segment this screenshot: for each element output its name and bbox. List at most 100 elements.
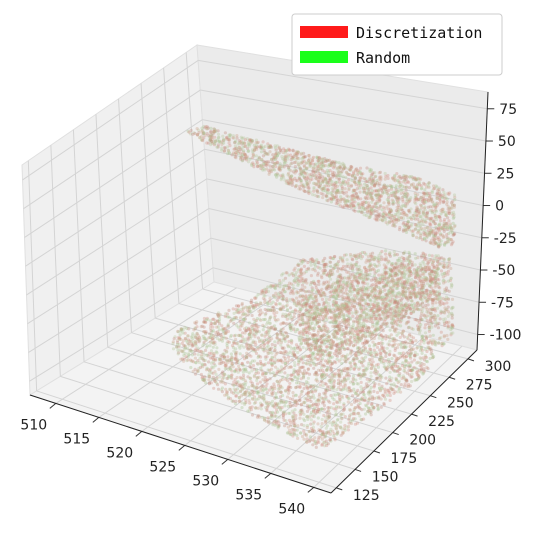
cloud-point [268, 371, 272, 375]
cloud-point [302, 188, 306, 192]
cloud-point [423, 218, 427, 222]
cloud-point [377, 336, 381, 340]
cloud-point [207, 378, 211, 382]
cloud-point [403, 195, 407, 199]
cloud-point [339, 204, 343, 208]
cloud-point [413, 200, 417, 204]
cloud-point [433, 324, 437, 328]
cloud-point [339, 166, 343, 170]
cloud-point [202, 325, 206, 329]
cloud-point [419, 323, 423, 327]
cloud-point [325, 190, 329, 194]
cloud-point [281, 393, 285, 398]
cloud-point [445, 226, 449, 230]
cloud-point [338, 398, 342, 402]
cloud-point [251, 392, 255, 396]
cloud-point [247, 385, 251, 389]
cloud-point [285, 376, 289, 380]
cloud-point [415, 214, 419, 218]
cloud-point [448, 237, 452, 241]
cloud-point [367, 344, 372, 348]
cloud-point [238, 319, 242, 324]
cloud-point [394, 194, 398, 198]
cloud-point [223, 149, 227, 153]
cloud-point [371, 205, 375, 209]
cloud-point [337, 260, 341, 264]
cloud-point [415, 187, 419, 191]
cloud-point [428, 334, 432, 338]
cloud-point [211, 345, 215, 349]
cloud-point [310, 159, 314, 163]
cloud-point [345, 203, 349, 207]
cloud-point [380, 218, 384, 222]
cloud-point [293, 176, 297, 180]
cloud-point [371, 178, 375, 182]
cloud-point [272, 382, 276, 386]
cloud-point [212, 353, 216, 358]
cloud-point [331, 175, 335, 179]
cloud-point [296, 328, 300, 332]
cloud-point [365, 184, 369, 188]
cloud-point [374, 193, 378, 197]
cloud-point [404, 354, 408, 358]
cloud-point [353, 176, 357, 181]
cloud-point [345, 204, 350, 208]
cloud-point [228, 133, 232, 137]
cloud-point [426, 367, 430, 371]
cloud-point [356, 195, 360, 199]
cloud-point [289, 169, 293, 173]
cloud-point [341, 190, 345, 194]
cloud-point [356, 203, 360, 207]
cloud-point [317, 156, 321, 160]
cloud-point [447, 240, 451, 244]
cloud-point [322, 184, 326, 188]
cloud-point [382, 187, 386, 191]
cloud-point [279, 167, 283, 171]
cloud-point [393, 215, 397, 219]
cloud-point [200, 129, 204, 133]
cloud-point [281, 157, 285, 161]
cloud-point [372, 179, 376, 183]
cloud-point [274, 148, 278, 152]
cloud-point [289, 306, 293, 310]
cloud-point [199, 325, 203, 329]
cloud-point [230, 318, 234, 322]
cloud-point [193, 356, 197, 360]
cloud-point [335, 418, 339, 422]
cloud-point [315, 385, 319, 389]
cloud-point [448, 207, 452, 211]
grid-lines [22, 52, 488, 489]
cloud-point [364, 403, 368, 407]
cloud-point [450, 297, 455, 301]
cloud-point [451, 216, 455, 220]
cloud-point [447, 232, 451, 236]
cloud-point [274, 283, 278, 288]
cloud-point [405, 379, 409, 383]
cloud-point [440, 207, 444, 211]
cloud-point [311, 193, 315, 197]
cloud-point [241, 145, 245, 149]
cloud-point [371, 179, 375, 183]
cloud-point [274, 156, 278, 160]
cloud-point [295, 320, 299, 324]
cloud-point [296, 424, 300, 428]
cloud-point [365, 166, 369, 170]
cloud-point [400, 195, 405, 199]
cloud-point [430, 238, 434, 242]
cloud-point [292, 315, 296, 319]
cloud-point [353, 195, 357, 199]
cloud-point [258, 380, 262, 384]
cloud-point [237, 139, 241, 143]
cloud-point [349, 352, 353, 356]
cloud-point [226, 340, 230, 344]
cloud-point [298, 166, 302, 170]
cloud-point [323, 177, 327, 181]
cloud-point [268, 377, 272, 381]
cloud-point [428, 233, 432, 237]
cloud-point [393, 213, 397, 217]
cloud-point [389, 209, 393, 213]
cloud-point [393, 327, 397, 331]
cloud-point [433, 285, 437, 289]
cloud-point [407, 225, 411, 229]
cloud-point [403, 212, 407, 216]
